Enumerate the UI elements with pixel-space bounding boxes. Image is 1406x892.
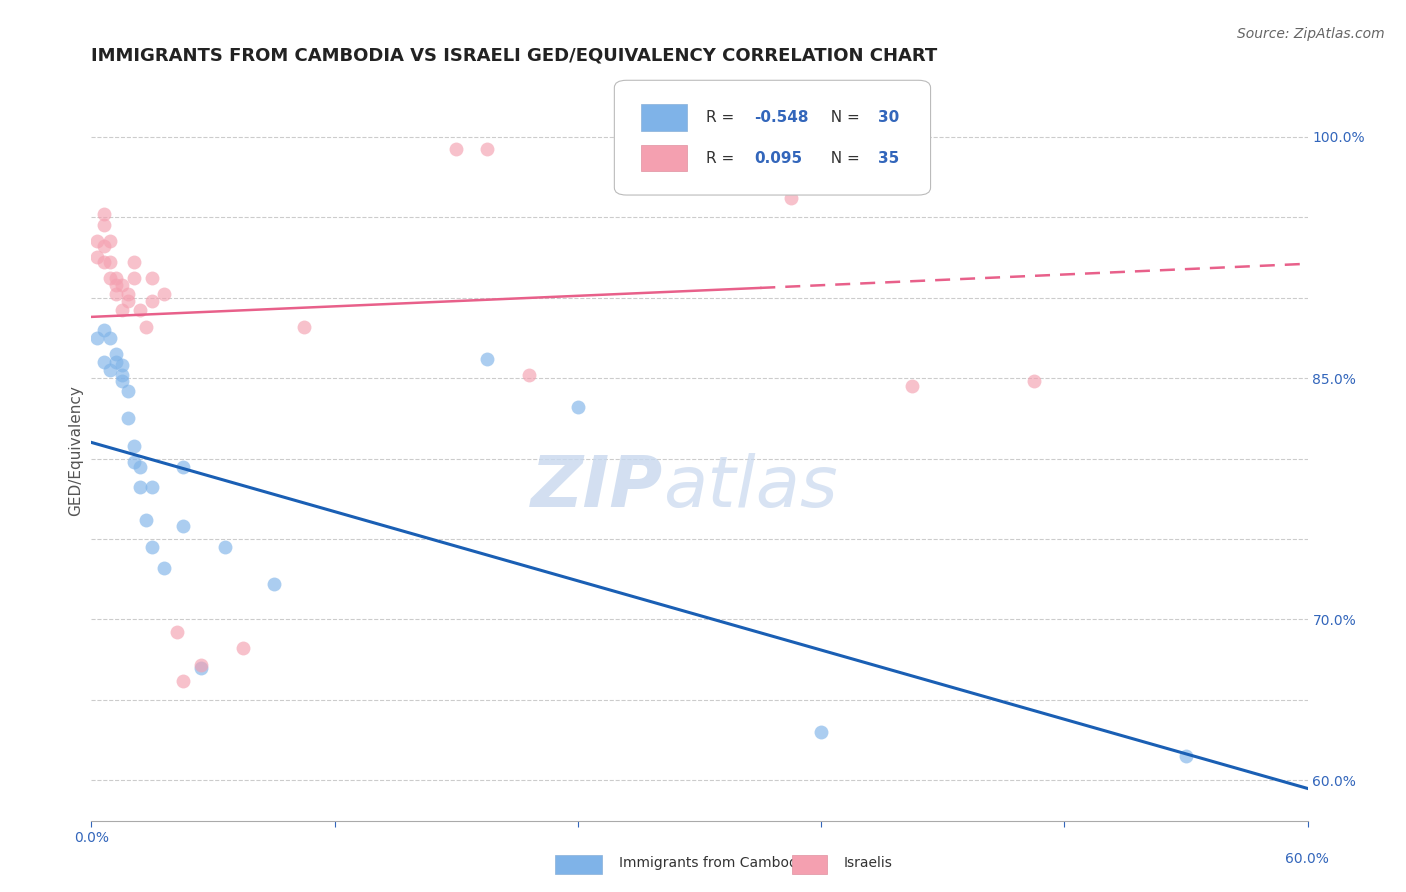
Point: [98, 271, 121, 285]
Point: [263, 577, 285, 591]
Point: [86, 250, 108, 264]
Bar: [641, 145, 688, 171]
Point: [141, 540, 163, 554]
Text: N =: N =: [821, 110, 865, 125]
Point: [93, 207, 115, 221]
Point: [627, 175, 650, 189]
Text: 60.0%: 60.0%: [1285, 852, 1329, 866]
Point: [93, 239, 115, 253]
Point: [111, 303, 134, 318]
Point: [141, 271, 163, 285]
Y-axis label: GED/Equivalency: GED/Equivalency: [67, 385, 83, 516]
Point: [153, 561, 176, 575]
Point: [141, 293, 163, 308]
Text: atlas: atlas: [664, 453, 838, 522]
Text: Immigrants from Cambodia: Immigrants from Cambodia: [619, 855, 810, 870]
Point: [129, 480, 152, 494]
Point: [810, 725, 832, 739]
Point: [172, 673, 194, 688]
Point: [117, 411, 139, 425]
Point: [567, 400, 589, 414]
Point: [901, 379, 924, 393]
Point: [117, 287, 139, 301]
Text: ZIP: ZIP: [530, 453, 664, 522]
Point: [104, 277, 127, 292]
Point: [111, 358, 134, 372]
Point: [98, 255, 121, 269]
Point: [117, 293, 139, 308]
Text: R =: R =: [706, 151, 744, 166]
Point: [135, 513, 157, 527]
Point: [172, 459, 194, 474]
Text: Israelis: Israelis: [844, 855, 893, 870]
Point: [98, 234, 121, 248]
Text: 30: 30: [879, 110, 900, 125]
Point: [475, 143, 498, 157]
Point: [444, 143, 467, 157]
Point: [517, 368, 540, 382]
Point: [122, 255, 145, 269]
Text: N =: N =: [821, 151, 865, 166]
FancyBboxPatch shape: [614, 80, 931, 195]
Point: [190, 657, 212, 672]
Point: [153, 287, 176, 301]
Text: R =: R =: [706, 110, 738, 125]
Bar: [641, 104, 688, 130]
Point: [104, 355, 127, 369]
Point: [104, 271, 127, 285]
Point: [93, 218, 115, 232]
Point: [122, 271, 145, 285]
Point: [86, 234, 108, 248]
Text: -0.548: -0.548: [754, 110, 808, 125]
Text: IMMIGRANTS FROM CAMBODIA VS ISRAELI GED/EQUIVALENCY CORRELATION CHART: IMMIGRANTS FROM CAMBODIA VS ISRAELI GED/…: [91, 47, 938, 65]
Point: [122, 439, 145, 453]
Point: [292, 319, 315, 334]
Point: [93, 355, 115, 369]
Point: [1174, 749, 1197, 764]
Point: [111, 368, 134, 382]
Point: [475, 351, 498, 366]
Point: [98, 331, 121, 345]
Point: [93, 323, 115, 337]
Point: [166, 625, 188, 640]
Point: [779, 191, 801, 205]
Point: [129, 459, 152, 474]
Point: [141, 480, 163, 494]
Point: [93, 255, 115, 269]
Text: 0.095: 0.095: [754, 151, 803, 166]
Point: [122, 455, 145, 469]
Point: [111, 374, 134, 388]
Point: [111, 277, 134, 292]
Point: [135, 319, 157, 334]
Point: [214, 540, 236, 554]
Point: [172, 519, 194, 533]
Text: Source: ZipAtlas.com: Source: ZipAtlas.com: [1237, 27, 1385, 41]
Point: [129, 303, 152, 318]
Point: [190, 661, 212, 675]
Point: [1022, 374, 1045, 388]
Point: [232, 641, 254, 656]
Point: [98, 363, 121, 377]
Point: [104, 287, 127, 301]
Text: 35: 35: [879, 151, 900, 166]
Point: [117, 384, 139, 398]
Point: [104, 347, 127, 361]
Point: [86, 331, 108, 345]
